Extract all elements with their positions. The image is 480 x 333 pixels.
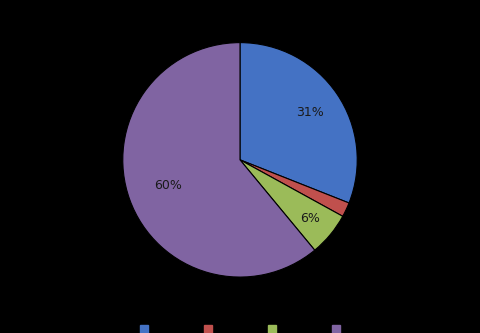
Legend: , , , : , , , xyxy=(140,324,340,333)
Wedge shape xyxy=(240,43,357,203)
Text: 6%: 6% xyxy=(300,211,320,225)
Wedge shape xyxy=(240,160,349,216)
Wedge shape xyxy=(240,160,343,250)
Text: 31%: 31% xyxy=(296,106,324,119)
Text: 60%: 60% xyxy=(155,179,182,192)
Wedge shape xyxy=(123,43,315,277)
